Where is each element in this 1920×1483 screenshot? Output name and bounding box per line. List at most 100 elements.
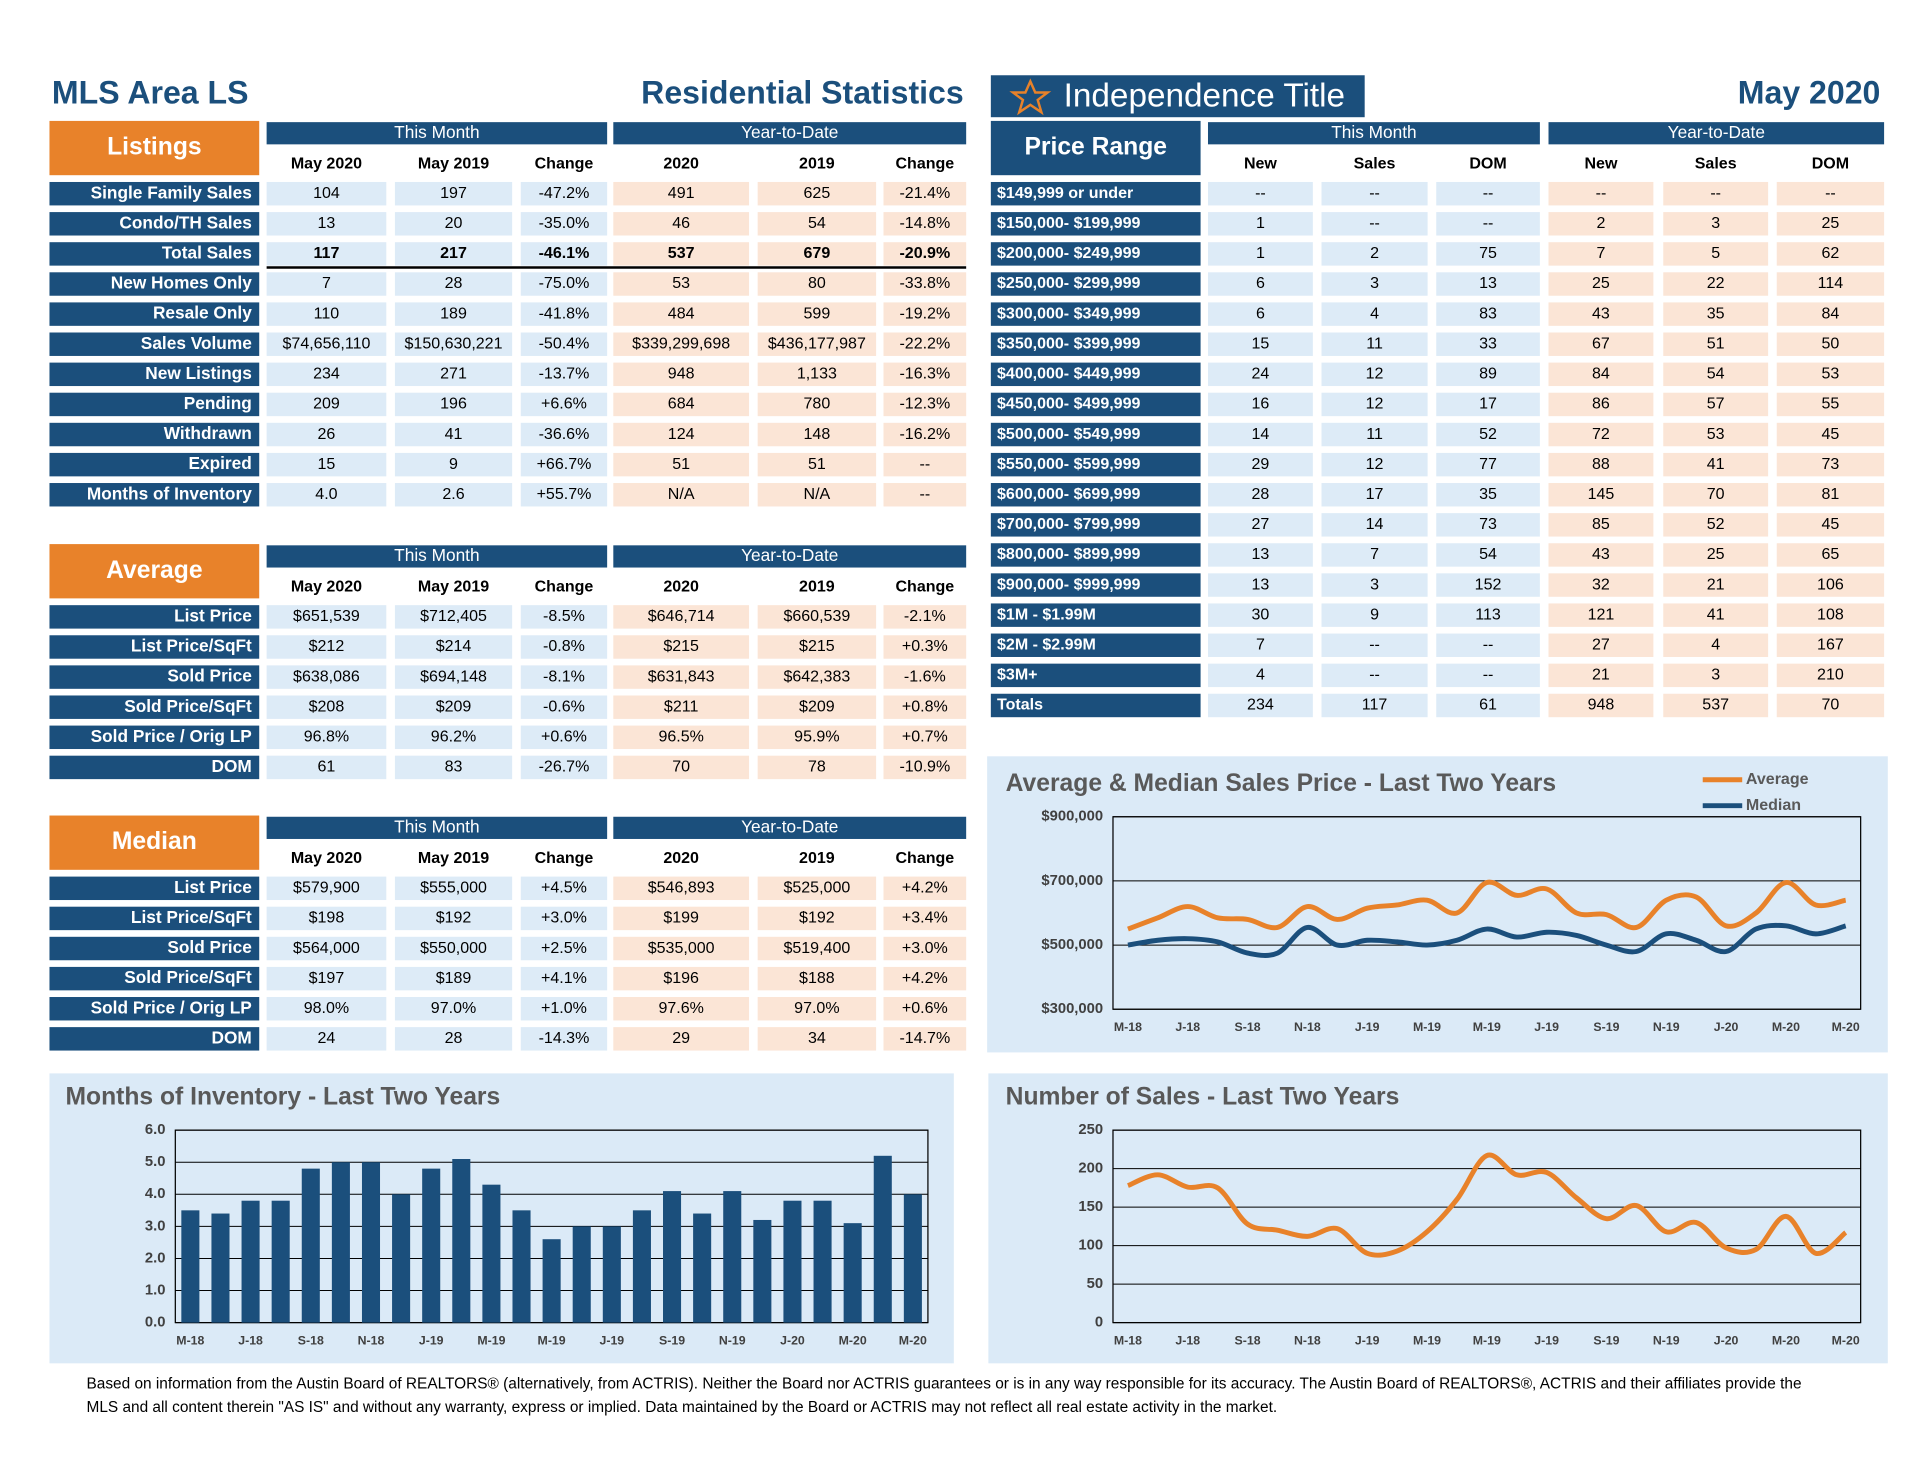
cell-bg <box>394 997 513 1021</box>
cell: -1.6% <box>904 667 946 685</box>
bar <box>271 1200 290 1323</box>
cell: 53 <box>1707 425 1725 443</box>
cell-bg <box>757 452 877 477</box>
x-tick-label: N-19 <box>1653 1333 1680 1347</box>
row-label-bg <box>990 272 1201 296</box>
row-label-bg <box>49 212 260 236</box>
cell-bg <box>394 272 513 296</box>
x-tick-label: J-19 <box>1355 1020 1380 1034</box>
cell-bg <box>1321 452 1428 477</box>
cell-bg <box>1776 302 1885 326</box>
cell-bg <box>883 635 967 659</box>
cell-bg <box>266 725 387 750</box>
cell: -16.3% <box>899 365 950 383</box>
cell-bg <box>883 966 967 991</box>
column-header: May 2020 <box>291 849 362 867</box>
row-label: Withdrawn <box>164 423 252 443</box>
cell-bg <box>394 725 513 750</box>
row-label-bg <box>990 302 1201 326</box>
cell-bg <box>883 483 967 507</box>
cell: 104 <box>313 184 340 202</box>
x-tick-label: S-19 <box>659 1333 685 1347</box>
cell-bg <box>613 876 750 901</box>
cell-bg <box>1776 452 1885 477</box>
disclaimer: MLS and all content therein "AS IS" and … <box>86 1399 1277 1416</box>
cell-bg <box>1321 513 1428 537</box>
row-label: $550,000- $599,999 <box>997 455 1140 473</box>
table-label-bg <box>990 120 1201 176</box>
cell: 96.8% <box>304 728 349 746</box>
row-label-bg <box>49 362 260 387</box>
cell: 15 <box>1252 334 1270 352</box>
cell-bg <box>1776 272 1885 296</box>
cell: $579,900 <box>293 879 360 897</box>
cell-bg <box>757 997 877 1021</box>
cell: 684 <box>668 395 695 413</box>
cell-bg <box>1776 483 1885 507</box>
cell: +4.2% <box>902 969 948 987</box>
cell-bg <box>1548 332 1654 356</box>
cell-bg <box>1548 452 1654 477</box>
cell: 1 <box>1256 214 1265 232</box>
row-label-bg <box>49 906 260 931</box>
cell: -- <box>1483 184 1494 202</box>
row-label: $500,000- $549,999 <box>997 425 1140 443</box>
row-label: $900,000- $999,999 <box>997 575 1140 593</box>
cell-bg <box>1663 181 1769 206</box>
cell: 61 <box>318 758 336 776</box>
column-header: 2019 <box>799 578 835 596</box>
cell-bg <box>394 242 513 266</box>
cell: 271 <box>440 365 467 383</box>
cell: 114 <box>1818 274 1844 292</box>
plot-frame <box>1112 816 1862 1010</box>
cell-bg <box>266 605 387 629</box>
cell: $197 <box>309 969 345 987</box>
cell-bg <box>520 302 608 326</box>
row-label-bg <box>49 635 260 659</box>
cell: 73 <box>1479 515 1497 533</box>
cell: 43 <box>1592 545 1610 563</box>
cell-bg <box>1207 242 1313 266</box>
cell: $188 <box>799 969 835 987</box>
cell: 9 <box>1370 605 1379 623</box>
cell: 14 <box>1252 425 1270 443</box>
x-tick-label: M-18 <box>176 1333 204 1347</box>
cell: 234 <box>313 365 340 383</box>
cell: -- <box>1255 184 1266 202</box>
cell-bg <box>1663 603 1769 627</box>
cell-bg <box>1548 302 1654 326</box>
row-label-bg <box>990 543 1201 567</box>
cell-bg <box>1436 573 1540 597</box>
cell-bg <box>1436 212 1540 236</box>
x-tick-label: M-20 <box>1832 1020 1860 1034</box>
row-label: Condo/TH Sales <box>119 212 251 232</box>
y-tick-label: 0.0 <box>145 1315 166 1331</box>
cell-bg <box>1776 663 1885 688</box>
cell: $546,893 <box>648 879 715 897</box>
cell: -- <box>1483 214 1494 232</box>
cell: 484 <box>668 304 695 322</box>
row-label: $800,000- $899,999 <box>997 545 1140 563</box>
cell: $651,539 <box>293 607 360 625</box>
cell-bg <box>394 452 513 477</box>
cell-bg <box>1663 663 1769 688</box>
cell-bg <box>1436 543 1540 567</box>
cell: -12.3% <box>899 395 950 413</box>
row-label-bg <box>990 242 1201 266</box>
cell-bg <box>613 181 750 206</box>
cell: $215 <box>663 637 699 655</box>
cell: $712,405 <box>420 607 487 625</box>
cell-bg <box>266 936 387 961</box>
cell: $192 <box>799 909 835 927</box>
x-tick-label: J-19 <box>1534 1020 1559 1034</box>
cell-bg <box>266 272 387 296</box>
cell: 28 <box>445 1029 463 1047</box>
row-label: Sold Price <box>167 937 252 957</box>
cell: 17 <box>1479 395 1497 413</box>
cell-bg <box>1663 332 1769 356</box>
cell-bg <box>1321 332 1428 356</box>
cell-bg <box>613 332 750 356</box>
cell-bg <box>613 755 750 780</box>
group-header: Year-to-Date <box>1668 122 1765 142</box>
cell-bg <box>883 212 967 236</box>
